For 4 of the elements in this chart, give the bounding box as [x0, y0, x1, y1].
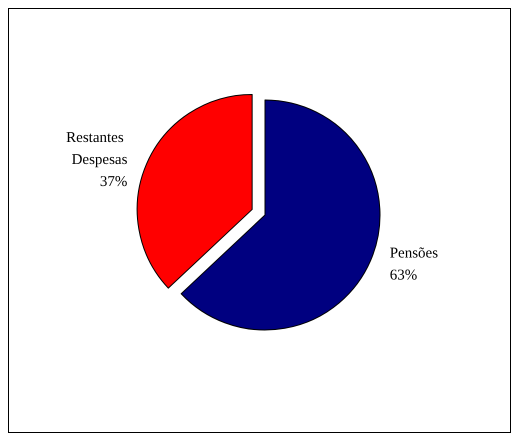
slice-label: Restantes Despesas: [66, 130, 128, 168]
slice-label: Pensões: [390, 246, 438, 262]
data-label: 63%: [390, 268, 418, 284]
data-label: 37%: [100, 174, 128, 190]
